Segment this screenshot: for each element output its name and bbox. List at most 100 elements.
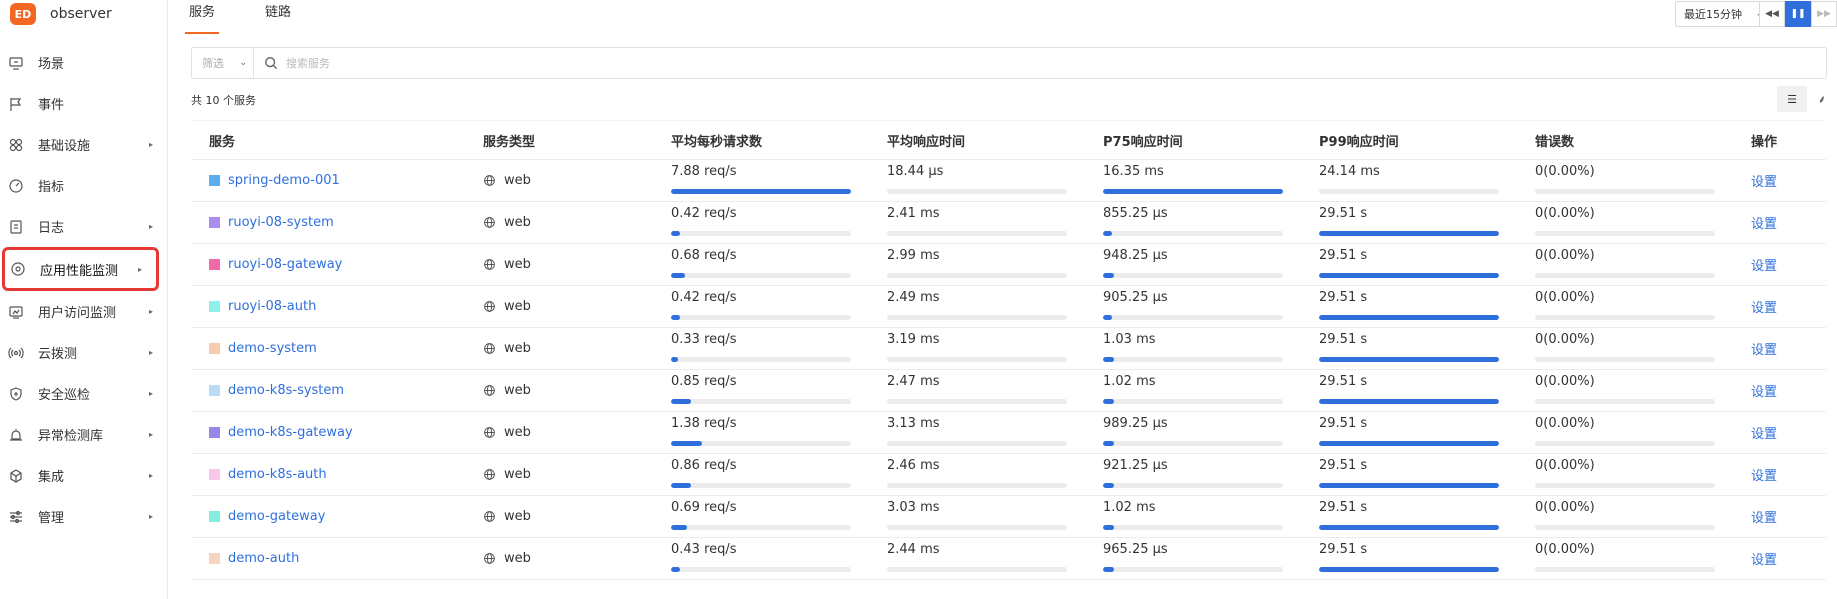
metric-cell: 0.86 req/s [671,453,887,496]
rps-value: 0.68 req/s [671,248,737,263]
p75-bar [1103,357,1283,362]
error-value: 0(0.00%) [1535,248,1595,263]
service-color-swatch [209,469,220,480]
error-cell: 0(0.00%) [1535,327,1751,370]
p75-bar [1103,483,1283,488]
service-table: 服务 服务类型 平均每秒请求数 平均响应时间 P75响应时间 P99响应时间 错误数 操作 s… [191,120,1826,580]
table-row: ruoyi-08-gateway web 0.68 req/s 2.99 ms 948.… [191,243,1826,286]
brand[interactable]: ED observer [0,0,167,28]
service-link[interactable]: ruoyi-08-system [228,215,334,230]
metric-cell: 2.44 ms [887,537,1103,580]
rps-bar-fill [671,231,680,236]
action-cell: 设置 [1751,243,1826,286]
flag-icon [8,96,24,112]
globe-icon [483,258,496,271]
table-row: ruoyi-08-auth web 0.42 req/s 2.49 ms 905.25 … [191,285,1826,328]
table-row: demo-k8s-auth web 0.86 req/s 2.46 ms 921.25 … [191,453,1826,496]
column-header: P75响应时间 [1103,120,1319,160]
settings-link[interactable]: 设置 [1751,469,1778,484]
service-link[interactable]: demo-k8s-system [228,383,345,398]
forward-button[interactable]: ▶▶ [1811,1,1837,27]
p75-bar-fill [1103,315,1112,320]
signal-icon [8,345,24,361]
error-value: 0(0.00%) [1535,332,1595,347]
p99-value: 24.14 ms [1319,164,1380,179]
p99-value: 29.51 s [1319,374,1368,389]
sidebar-item-3[interactable]: 指标 [0,165,167,206]
tab-0[interactable]: 服务 [184,0,220,34]
apm-icon [10,261,26,277]
type-cell: web [483,159,671,202]
settings-link[interactable]: 设置 [1751,553,1778,568]
sidebar-item-0[interactable]: 场景 [0,42,167,83]
service-link[interactable]: spring-demo-001 [228,173,340,188]
rps-bar-fill [671,483,691,488]
rewind-button[interactable]: ◀◀ [1759,1,1785,27]
p75-bar-fill [1103,273,1114,278]
settings-link[interactable]: 设置 [1751,427,1778,442]
service-link[interactable]: demo-auth [228,551,300,566]
settings-link[interactable]: 设置 [1751,217,1778,232]
metric-cell: 921.25 μs [1103,453,1319,496]
metric-cell: 0.43 req/s [671,537,887,580]
sidebar-item-8[interactable]: 安全巡检 ▸ [0,373,167,414]
service-cell: demo-k8s-gateway [191,411,483,454]
service-link[interactable]: ruoyi-08-gateway [228,257,343,272]
globe-icon [483,552,496,565]
metric-cell: 1.03 ms [1103,327,1319,370]
list-view-icon[interactable]: ☰ [1777,86,1807,112]
p99-bar [1319,483,1499,488]
settings-link[interactable]: 设置 [1751,175,1778,190]
p99-bar-fill [1319,525,1499,530]
sidebar-item-9[interactable]: 异常检测库 ▸ [0,414,167,455]
sidebar-item-4[interactable]: 日志 ▸ [0,206,167,247]
view-toggle: ☰ ⸙ [1777,86,1837,112]
avg-value: 3.19 ms [887,332,940,347]
rps-bar [671,231,851,236]
sidebar-item-2[interactable]: 基础设施 ▸ [0,124,167,165]
sidebar-item-6[interactable]: 用户访问监测 ▸ [0,291,167,332]
tab-1[interactable]: 链路 [265,5,292,20]
error-cell: 0(0.00%) [1535,201,1751,244]
service-link[interactable]: ruoyi-08-auth [228,299,317,314]
settings-link[interactable]: 设置 [1751,511,1778,526]
globe-icon [483,342,496,355]
service-color-swatch [209,175,220,186]
sidebar-item-label: 场景 [38,57,65,72]
p99-value: 29.51 s [1319,458,1368,473]
search-input[interactable] [284,55,688,71]
rps-value: 0.43 req/s [671,542,737,557]
rps-bar [671,525,851,530]
p99-bar-fill [1319,567,1499,572]
sidebar-item-5[interactable]: 应用性能监测 ▸ [2,247,159,291]
service-link[interactable]: demo-system [228,341,317,356]
sidebar-item-7[interactable]: 云拨测 ▸ [0,332,167,373]
error-cell: 0(0.00%) [1535,495,1751,538]
sidebar-item-11[interactable]: 管理 ▸ [0,496,167,537]
topology-view-icon[interactable]: ⸙ [1817,92,1827,106]
rps-bar-fill [671,525,688,530]
pause-button[interactable]: ❚❚ [1785,1,1811,27]
metric-cell: 2.47 ms [887,369,1103,412]
p99-bar [1319,525,1499,530]
p99-value: 29.51 s [1319,248,1368,263]
p99-value: 29.51 s [1319,416,1368,431]
time-range-select[interactable]: 最近15分钟 ⌄ [1675,1,1771,27]
filter-select[interactable]: 筛选 ⌄ [192,48,254,78]
rps-bar-fill [671,189,851,194]
sidebar-item-10[interactable]: 集成 ▸ [0,455,167,496]
p99-value: 29.51 s [1319,500,1368,515]
settings-link[interactable]: 设置 [1751,259,1778,274]
avg-bar [887,357,1067,362]
service-link[interactable]: demo-k8s-auth [228,467,327,482]
settings-link[interactable]: 设置 [1751,385,1778,400]
settings-link[interactable]: 设置 [1751,301,1778,316]
service-link[interactable]: demo-k8s-gateway [228,425,353,440]
action-cell: 设置 [1751,159,1826,202]
settings-link[interactable]: 设置 [1751,343,1778,358]
table-row: demo-gateway web 0.69 req/s 3.03 ms 1.02 ms 2… [191,495,1826,538]
sidebar-item-1[interactable]: 事件 [0,83,167,124]
error-value: 0(0.00%) [1535,374,1595,389]
service-link[interactable]: demo-gateway [228,509,326,524]
metric-cell: 905.25 μs [1103,285,1319,328]
